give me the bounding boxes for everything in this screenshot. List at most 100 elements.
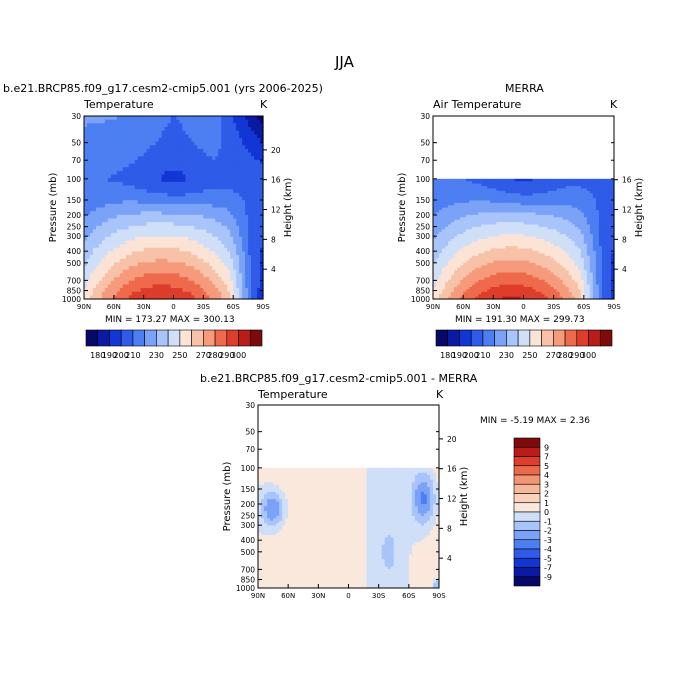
panel1-cell — [176, 130, 181, 135]
panel1-cell — [242, 181, 246, 187]
panel1-cell — [86, 211, 91, 216]
panel2-cell — [436, 231, 440, 235]
panel1-cell — [170, 258, 175, 263]
panel1-cell — [110, 148, 115, 154]
panel1-cell — [227, 192, 231, 198]
panel1-cell — [107, 229, 112, 234]
panel1-cell — [86, 240, 91, 245]
panel1-cell — [128, 222, 133, 227]
panel1-cell — [200, 119, 204, 124]
panel1-cell — [137, 159, 142, 165]
panel1-cell — [110, 178, 115, 183]
panel1-cell — [176, 123, 181, 128]
panel1-cell — [248, 137, 252, 143]
panel1-cell — [182, 284, 187, 289]
panel1-cell — [92, 196, 97, 201]
panel2-cell — [445, 234, 449, 238]
panel1-cell — [110, 137, 115, 143]
panel1-cell — [143, 277, 148, 282]
panel1-cell — [167, 167, 172, 172]
panel1-cell — [257, 192, 261, 198]
panel1-cell — [188, 291, 192, 296]
panel1-cell — [137, 134, 142, 139]
panel1-cell — [224, 170, 228, 176]
panel2-cell — [448, 260, 452, 264]
panel1-cell — [122, 229, 127, 234]
panel1-cell — [206, 291, 210, 296]
panel1-cell — [215, 280, 219, 285]
panel1-cell — [140, 126, 145, 132]
panel1-cell — [131, 134, 136, 139]
panel1-cell — [194, 152, 198, 157]
panel1-cell — [167, 126, 172, 132]
panel2-cell — [442, 207, 446, 211]
panel1-cell — [110, 295, 115, 300]
panel1-cell — [110, 233, 115, 238]
panel2-cell — [451, 238, 455, 242]
panel1-cell — [104, 148, 109, 154]
panel1-cell — [230, 130, 234, 135]
panel1-cell — [248, 214, 252, 220]
panel1-cell — [221, 273, 225, 278]
panel1-cell — [107, 277, 112, 282]
panel1-cell — [215, 214, 219, 220]
panel1-cell — [248, 258, 252, 263]
panel1-cell — [179, 123, 184, 128]
panel1-cell — [92, 119, 97, 124]
panel1-cell — [191, 218, 195, 223]
panel1-cell — [257, 207, 261, 212]
panel1-cell — [116, 174, 121, 179]
panel1-cell — [200, 189, 204, 194]
panel1-cell — [215, 174, 219, 179]
panel1-cell — [113, 134, 118, 139]
panel1-cell — [122, 163, 127, 168]
panel1-cell — [197, 185, 201, 190]
panel1-cell — [152, 236, 157, 242]
panel1-cell — [131, 236, 136, 242]
panel1-cell — [257, 262, 261, 267]
panel1-cell — [98, 174, 103, 179]
panel1-cell — [185, 148, 190, 154]
panel1-cell — [152, 152, 157, 157]
panel1-cell — [218, 163, 222, 168]
panel1-cell — [128, 178, 133, 183]
panel1-cell — [146, 258, 151, 263]
panel2-cell — [445, 284, 449, 288]
panel1-cell — [230, 174, 234, 179]
panel1-cell — [239, 137, 243, 143]
panel1-cell — [152, 130, 157, 135]
panel1-cell — [212, 258, 216, 263]
panel1-cell — [248, 295, 252, 300]
panel2-cell — [439, 193, 443, 197]
panel1-cell — [164, 134, 169, 139]
panel2-cell — [442, 231, 446, 235]
panel1-cell — [206, 211, 210, 216]
panel1-cell — [140, 185, 145, 190]
panel1-cell — [95, 229, 100, 234]
panel1-cell — [167, 229, 172, 234]
panel1-cell — [107, 152, 112, 157]
panel1-cell — [143, 273, 148, 278]
panel1-cell — [206, 207, 210, 212]
panel2-cell — [451, 274, 455, 278]
panel2-cell — [436, 193, 440, 197]
panel1-cell — [254, 229, 258, 234]
panel1-cell — [128, 288, 133, 293]
panel1-cell — [182, 203, 187, 209]
panel1-cell — [239, 159, 243, 165]
panel1-cell — [92, 236, 97, 242]
panel1-cell — [248, 277, 252, 282]
panel1-cell — [86, 229, 91, 234]
panel1-cell — [206, 266, 210, 271]
panel1-cell — [101, 181, 106, 187]
panel1-cell — [107, 178, 112, 183]
panel1-cell — [221, 291, 225, 296]
panel2-cell — [451, 277, 455, 281]
panel1-cell — [188, 163, 192, 168]
panel1-cell — [215, 203, 219, 209]
panel1-cell — [257, 214, 261, 220]
panel1-cell — [179, 207, 184, 212]
panel1-cell — [131, 163, 136, 168]
panel1-cell — [209, 126, 213, 132]
panel1-cell — [194, 251, 198, 256]
